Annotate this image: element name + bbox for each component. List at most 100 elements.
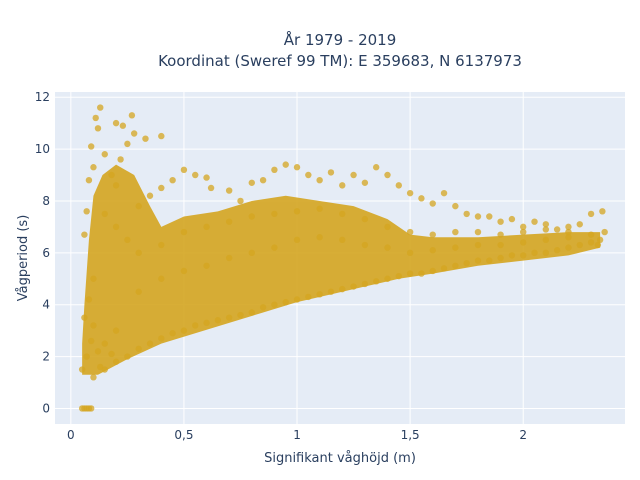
scatter-point <box>85 296 93 303</box>
chart-title-line-2: Koordinat (Sweref 99 TM): E 359683, N 61… <box>158 52 522 70</box>
scatter-point <box>384 223 391 231</box>
scatter-point <box>87 143 95 150</box>
scatter-point <box>508 215 516 223</box>
scatter-point <box>452 262 459 269</box>
scatter-point <box>124 353 131 360</box>
data-points <box>78 104 608 412</box>
scatter-point <box>203 262 210 269</box>
scatter-point <box>339 182 346 189</box>
scatter-point <box>542 236 550 244</box>
scatter-point <box>406 249 414 257</box>
x-axis-title: Signifikant våghöjd (m) <box>264 451 416 466</box>
scatter-point <box>520 223 527 231</box>
scatter-point <box>158 241 165 249</box>
scatter-point <box>587 239 595 246</box>
scatter-point <box>520 228 527 236</box>
scatter-point <box>271 244 278 251</box>
scatter-point <box>497 241 504 249</box>
chart-title-line-1: År 1979 - 2019 <box>284 30 397 49</box>
scatter-point <box>520 239 527 246</box>
scatter-point <box>474 228 482 236</box>
scatter-point <box>542 226 550 233</box>
scatter-point <box>135 288 142 295</box>
scatter-point <box>440 265 448 272</box>
scatter-point <box>601 228 608 236</box>
scatter-point <box>90 275 97 282</box>
scatter-point <box>158 184 165 192</box>
scatter-point <box>83 353 90 360</box>
scatter-point <box>85 176 93 184</box>
scatter-point <box>520 252 527 259</box>
scatter-point <box>81 314 88 321</box>
scatter-point <box>565 223 572 231</box>
scatter-point <box>316 291 323 298</box>
scatter-point <box>169 330 176 337</box>
scatter-point <box>418 195 425 202</box>
scatter-point <box>112 358 120 365</box>
scatter-point <box>316 234 323 241</box>
scatter-point <box>486 257 493 264</box>
scatter-point <box>207 184 215 192</box>
scatter-point <box>135 202 142 210</box>
x-tick-label: 0,5 <box>174 428 193 442</box>
scatter-point <box>553 226 561 233</box>
scatter-point <box>180 166 188 174</box>
scatter-point <box>339 236 346 244</box>
scatter-point <box>158 275 165 282</box>
scatter-point <box>124 140 131 148</box>
scatter-point <box>339 210 346 218</box>
scatter-point <box>112 223 120 231</box>
y-tick-label: 10 <box>35 142 50 156</box>
scatter-point <box>361 179 369 186</box>
scatter-point <box>452 202 459 210</box>
scatter-point <box>90 374 97 381</box>
scatter-point <box>203 223 210 231</box>
scatter-point <box>237 197 244 205</box>
scatter-point <box>350 283 357 290</box>
y-tick-label: 0 <box>42 401 50 415</box>
scatter-point <box>124 236 131 244</box>
scatter-point <box>87 405 95 412</box>
scatter-point <box>108 350 115 358</box>
scatter-point <box>596 236 604 244</box>
scatter-point <box>293 296 301 303</box>
scatter-point <box>594 241 602 249</box>
scatter-point <box>108 171 115 179</box>
scatter-point <box>117 156 124 163</box>
scatter-point <box>316 176 323 184</box>
scatter-point <box>553 247 561 254</box>
scatter-point <box>587 210 595 218</box>
y-tick-label: 4 <box>42 298 50 312</box>
scatter-point <box>463 259 470 267</box>
scatter-point <box>112 119 120 127</box>
scatter-point <box>94 348 102 355</box>
scatter-point <box>282 298 289 306</box>
scatter-point <box>452 228 459 236</box>
scatter-point <box>429 267 436 275</box>
scatter-point <box>169 176 176 184</box>
scatter-point <box>101 366 108 373</box>
scatter-point <box>440 189 448 197</box>
y-tick-label: 8 <box>42 194 50 208</box>
scatter-point <box>180 267 188 275</box>
scatter-point <box>248 179 255 186</box>
scatter-point <box>531 249 538 257</box>
scatter-point <box>83 208 90 215</box>
scatter-point <box>384 171 391 179</box>
scatter-point <box>384 244 391 251</box>
scatter-point <box>203 174 210 181</box>
scatter-point <box>474 213 482 220</box>
tick-labels: 0 0,5 1 1,5 2 0 2 4 6 8 10 12 <box>35 90 527 442</box>
scatter-point <box>180 327 188 334</box>
scatter-point <box>327 169 335 176</box>
scatter-point <box>128 112 136 119</box>
scatter-point <box>225 187 233 194</box>
scatter-point <box>576 241 583 249</box>
scatter-point <box>474 257 482 264</box>
scatter-point <box>497 231 504 238</box>
scatter-point <box>463 210 470 218</box>
scatter-point <box>192 171 199 179</box>
scatter-point <box>135 249 142 257</box>
scatter-point <box>361 215 369 223</box>
